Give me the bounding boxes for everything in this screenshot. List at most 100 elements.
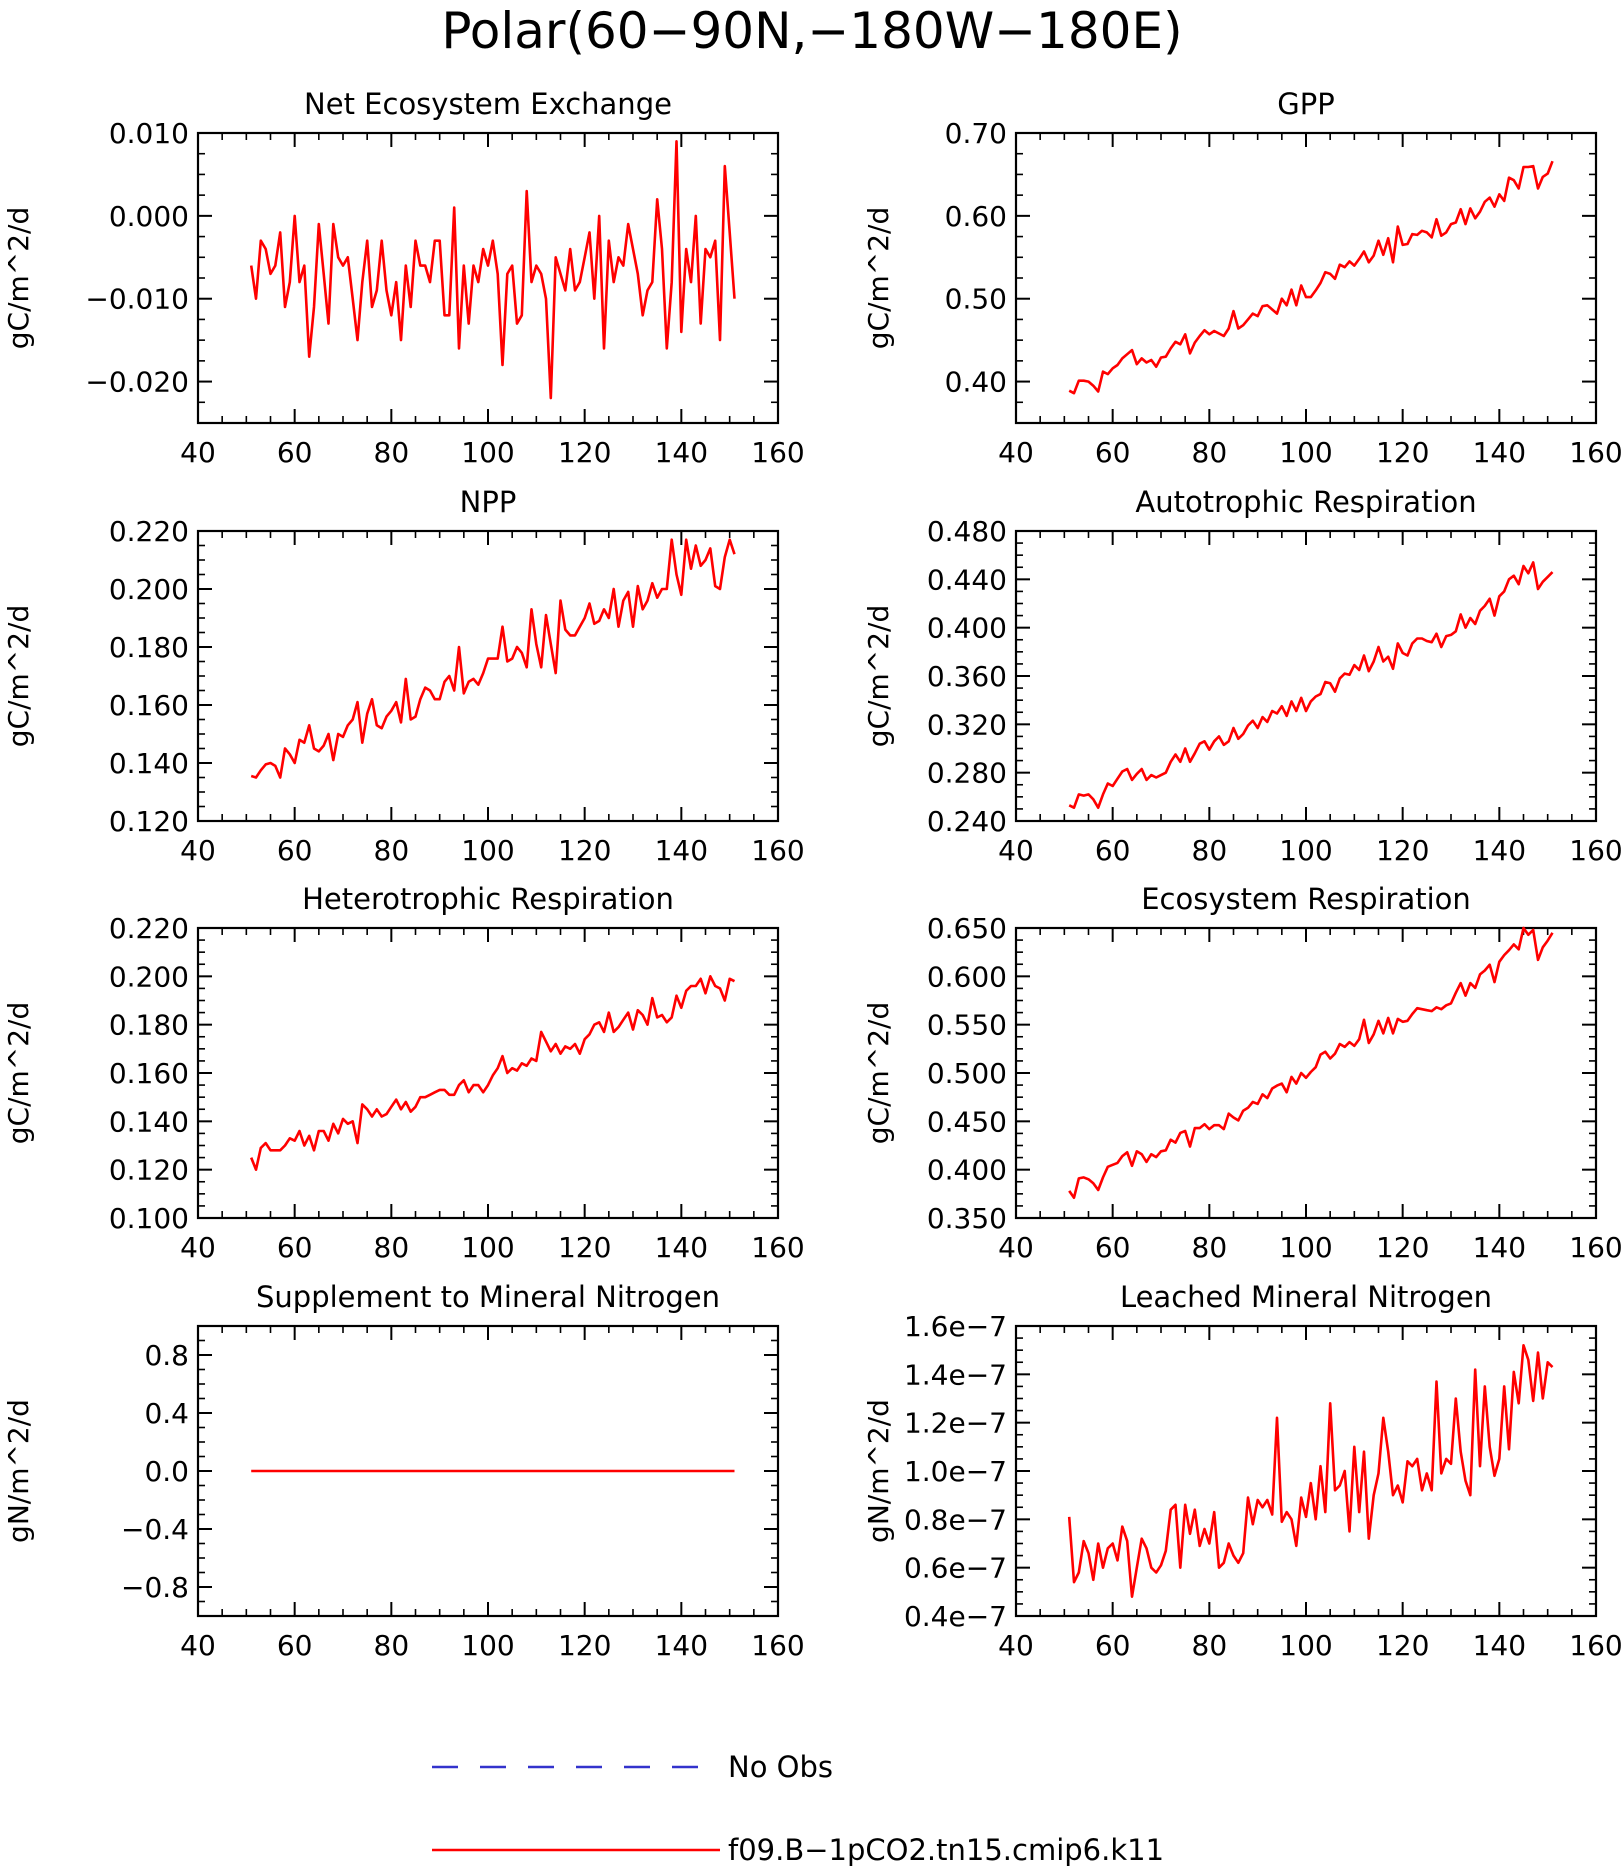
chart-panel: 40 60 80 100 120 140 160 0.480 0.440 0.400 0.360 0.… — [862, 485, 1622, 867]
x-tick-label: 80 — [374, 1231, 410, 1264]
y-tick-label: 0.160 — [109, 689, 189, 722]
y-tick-label: 0.500 — [927, 1057, 1007, 1090]
x-tick-label: 80 — [1192, 436, 1228, 469]
chart-panel: 40 60 80 100 120 140 160 0.010 0.000 −0.010 −0.020… — [2, 87, 805, 469]
panel-title: Leached Mineral Nitrogen — [1120, 1280, 1492, 1314]
y-tick-label: −0.4 — [121, 1513, 189, 1546]
y-tick-label: 0.70 — [945, 117, 1007, 150]
x-tick-label: 160 — [1569, 834, 1622, 867]
x-tick-label: 120 — [558, 436, 611, 469]
y-tick-label: 0.650 — [927, 912, 1007, 945]
x-tick-label: 100 — [461, 834, 514, 867]
panel-title: NPP — [460, 485, 517, 519]
x-tick-label: 80 — [1192, 1629, 1228, 1662]
legend-label: No Obs — [728, 1750, 833, 1784]
x-tick-label: 160 — [751, 1629, 804, 1662]
x-tick-label: 60 — [1095, 436, 1131, 469]
y-tick-label: 0.4e−7 — [904, 1600, 1007, 1633]
panel-title: Autotrophic Respiration — [1135, 485, 1476, 519]
x-tick-label: 160 — [1569, 1231, 1622, 1264]
y-tick-label: 0.320 — [927, 708, 1007, 741]
x-tick-label: 40 — [998, 1629, 1034, 1662]
y-axis-label: gC/m^2/d — [2, 207, 35, 350]
y-tick-label: 0.120 — [109, 805, 189, 838]
series-line — [1067, 1344, 1554, 1598]
y-tick-label: 1.6e−7 — [904, 1310, 1007, 1343]
x-tick-label: 160 — [1569, 1629, 1622, 1662]
x-tick-label: 40 — [180, 1629, 216, 1662]
x-tick-label: 100 — [461, 436, 514, 469]
y-tick-label: 0.180 — [109, 631, 189, 664]
x-tick-label: 140 — [655, 1231, 708, 1264]
x-tick-label: 120 — [1376, 1629, 1429, 1662]
y-axis-label: gN/m^2/d — [2, 1399, 35, 1543]
x-tick-label: 80 — [374, 1629, 410, 1662]
x-tick-label: 160 — [751, 834, 804, 867]
y-tick-label: 0.50 — [945, 283, 1007, 316]
y-tick-label: 0.0 — [144, 1455, 189, 1488]
chart-panel: 40 60 80 100 120 140 160 0.650 0.600 0.550 0.500 0.… — [862, 882, 1622, 1264]
series-line — [249, 974, 736, 1171]
x-tick-label: 100 — [1279, 834, 1332, 867]
x-tick-label: 100 — [461, 1231, 514, 1264]
x-tick-label: 140 — [655, 1629, 708, 1662]
x-tick-label: 80 — [1192, 1231, 1228, 1264]
x-tick-label: 100 — [1279, 1629, 1332, 1662]
panel-title: Ecosystem Respiration — [1141, 882, 1471, 916]
y-tick-label: 0.400 — [927, 1154, 1007, 1187]
x-tick-label: 80 — [1192, 834, 1228, 867]
y-tick-label: 0.280 — [927, 757, 1007, 790]
x-tick-label: 80 — [374, 436, 410, 469]
y-tick-label: 1.0e−7 — [904, 1455, 1007, 1488]
y-tick-label: 0.350 — [927, 1202, 1007, 1235]
y-axis-label: gC/m^2/d — [2, 1002, 35, 1145]
x-tick-label: 60 — [1095, 1231, 1131, 1264]
chart-panel: 40 60 80 100 120 140 160 1.6e−7 1.4e−7 1.2e−7 1.0e… — [862, 1280, 1622, 1662]
chart-panel: 40 60 80 100 120 140 160 0.8 0.4 0.0 −0.4 −0.8 Suppl… — [2, 1280, 805, 1662]
y-axis-label: gC/m^2/d — [862, 1002, 895, 1145]
y-tick-label: 0.220 — [109, 912, 189, 945]
x-tick-label: 60 — [1095, 834, 1131, 867]
plot-frame — [1014, 529, 1598, 823]
chart-panel: 40 60 80 100 120 140 160 0.220 0.200 0.180 0.160 0.… — [2, 882, 805, 1264]
chart-panel: 40 60 80 100 120 140 160 0.70 0.60 0.50 0.40 GPP gC/… — [862, 87, 1622, 469]
x-tick-label: 160 — [751, 436, 804, 469]
x-tick-label: 140 — [1473, 1231, 1526, 1264]
x-tick-label: 60 — [277, 1231, 313, 1264]
series-line — [249, 140, 736, 400]
x-tick-label: 140 — [1473, 1629, 1526, 1662]
x-tick-label: 40 — [998, 1231, 1034, 1264]
y-axis-label: gC/m^2/d — [862, 605, 895, 748]
plot-frame — [1014, 1324, 1598, 1618]
x-tick-label: 140 — [655, 436, 708, 469]
y-tick-label: 0.8 — [144, 1339, 189, 1372]
y-tick-label: −0.010 — [85, 283, 189, 316]
y-tick-label: −0.020 — [85, 366, 189, 399]
y-tick-label: 0.360 — [927, 660, 1007, 693]
x-tick-label: 140 — [1473, 436, 1526, 469]
panel-title: Net Ecosystem Exchange — [304, 87, 672, 121]
x-tick-label: 100 — [1279, 436, 1332, 469]
legend: No Obs f09.B−1pCO2.tn15.cmip6.k11 — [432, 1750, 1164, 1867]
y-tick-label: 0.100 — [109, 1202, 189, 1235]
y-tick-label: 0.140 — [109, 747, 189, 780]
plot-frame — [196, 529, 780, 823]
y-tick-label: 0.480 — [927, 515, 1007, 548]
y-tick-label: 0.160 — [109, 1057, 189, 1090]
series-line — [1068, 926, 1554, 1199]
y-tick-label: 0.40 — [945, 366, 1007, 399]
y-tick-label: 0.440 — [927, 563, 1007, 596]
series-line — [1068, 561, 1554, 810]
y-tick-label: 0.220 — [109, 515, 189, 548]
legend-label: f09.B−1pCO2.tn15.cmip6.k11 — [728, 1833, 1164, 1867]
y-tick-label: 0.400 — [927, 612, 1007, 645]
y-tick-label: 0.000 — [109, 200, 189, 233]
y-axis-label: gC/m^2/d — [2, 605, 35, 748]
y-tick-label: 0.010 — [109, 117, 189, 150]
y-tick-label: 0.240 — [927, 805, 1007, 838]
x-tick-label: 100 — [1279, 1231, 1332, 1264]
x-tick-label: 140 — [1473, 834, 1526, 867]
chart-panels: 40 60 80 100 120 140 160 0.010 0.000 −0.010 −0.020… — [2, 87, 1622, 1662]
x-tick-label: 40 — [180, 436, 216, 469]
